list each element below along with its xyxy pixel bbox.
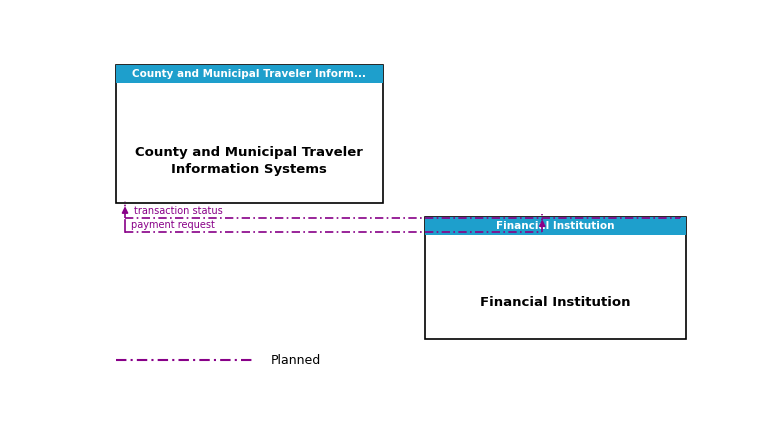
Text: Financial Institution: Financial Institution — [480, 296, 630, 309]
Text: Financial Institution: Financial Institution — [496, 221, 615, 231]
Bar — [425, 217, 686, 339]
Text: Planned: Planned — [271, 354, 321, 367]
Text: County and Municipal Traveler
Information Systems: County and Municipal Traveler Informatio… — [135, 146, 363, 176]
Bar — [425, 217, 686, 235]
Bar — [116, 65, 382, 83]
Text: payment request: payment request — [131, 220, 215, 230]
Text: transaction status: transaction status — [135, 205, 223, 216]
Text: County and Municipal Traveler Inform...: County and Municipal Traveler Inform... — [132, 69, 366, 79]
Bar — [116, 65, 382, 203]
